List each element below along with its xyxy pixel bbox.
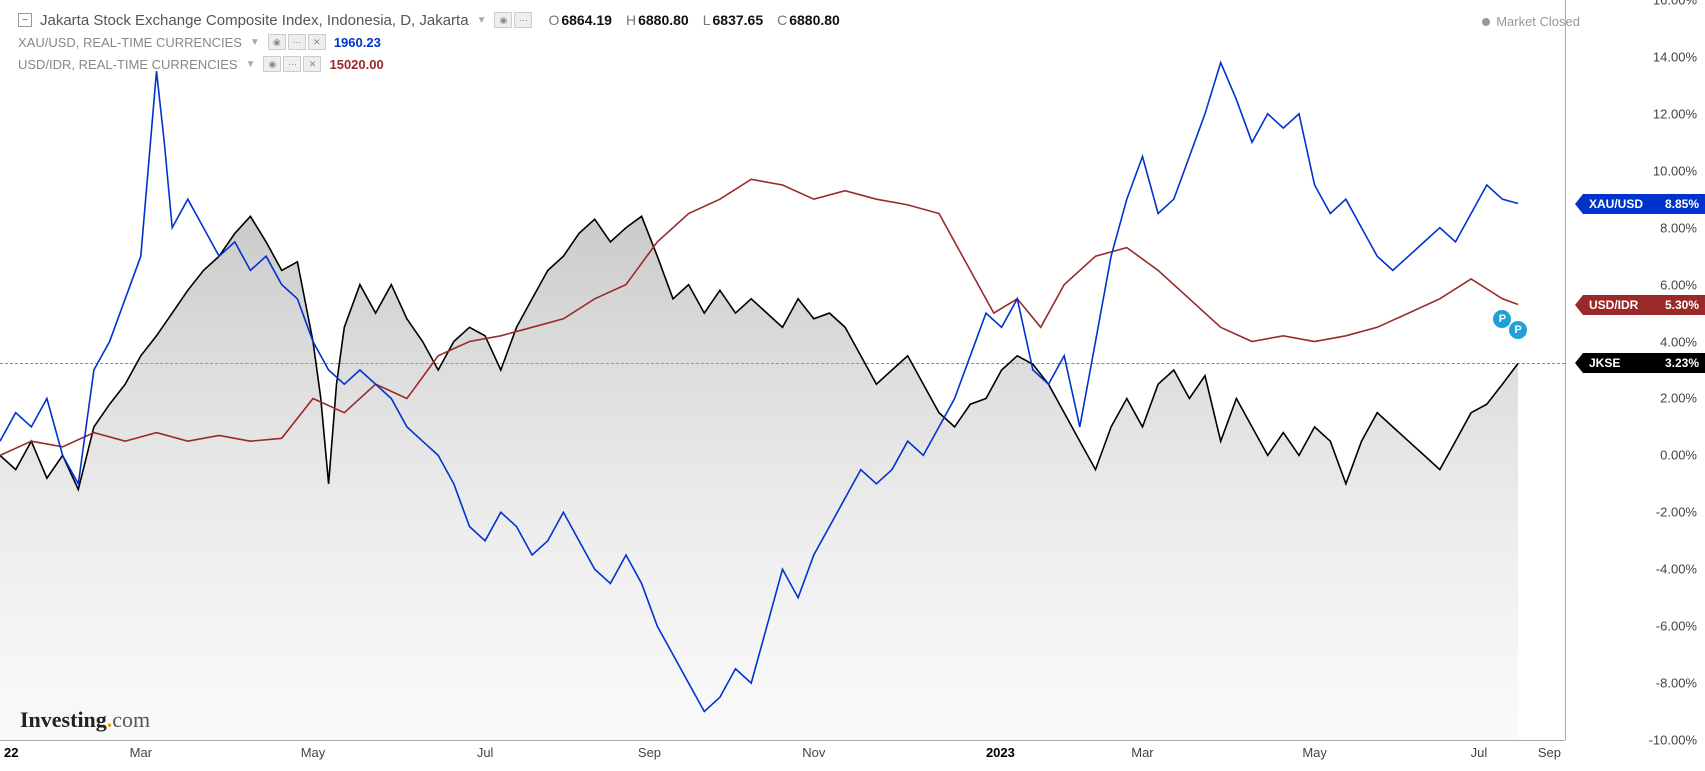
overlay-xau-value: 1960.23 xyxy=(334,35,381,50)
y-tick-label: 8.00% xyxy=(1660,220,1697,235)
y-tick-label: -4.00% xyxy=(1656,562,1697,577)
eye-icon[interactable]: ◉ xyxy=(494,12,512,28)
investing-logo: Investing.com xyxy=(20,707,150,733)
chart-title: Jakarta Stock Exchange Composite Index, … xyxy=(40,12,469,29)
y-tick-label: -10.00% xyxy=(1649,733,1697,748)
y-tick-label: -8.00% xyxy=(1656,676,1697,691)
eye-icon[interactable]: ◉ xyxy=(268,34,286,50)
title-mini-buttons: ◉ ⋯ xyxy=(494,12,532,28)
x-tick-label: 22 xyxy=(4,745,18,760)
x-tick-label: May xyxy=(301,745,326,760)
chart-header: − Jakarta Stock Exchange Composite Index… xyxy=(18,8,1505,32)
ohlc-open: 6864.19 xyxy=(561,12,612,28)
chart-container: − Jakarta Stock Exchange Composite Index… xyxy=(0,0,1705,771)
y-tick-label: 16.00% xyxy=(1653,0,1697,8)
p-marker-icon[interactable]: P xyxy=(1509,321,1527,339)
chart-svg xyxy=(0,0,1565,740)
x-tick-label: May xyxy=(1302,745,1327,760)
collapse-icon[interactable]: − xyxy=(18,13,32,27)
x-tick-label: Sep xyxy=(638,745,661,760)
close-icon[interactable]: ✕ xyxy=(308,34,326,50)
price-tag-xau-usd: XAU/USD8.85% xyxy=(1583,194,1705,214)
x-axis[interactable]: 22 Mar May Jul Sep Nov 2023 Mar May Jul Sep xyxy=(0,740,1565,771)
y-tick-label: 4.00% xyxy=(1660,334,1697,349)
settings-icon[interactable]: ⋯ xyxy=(283,56,301,72)
ohlc-close: 6880.80 xyxy=(789,12,840,28)
y-tick-label: 0.00% xyxy=(1660,448,1697,463)
x-tick-label: Jul xyxy=(1471,745,1488,760)
y-axis[interactable]: 16.00% 14.00% 12.00% 10.00% 8.00% 6.00% 4.00% 2… xyxy=(1565,0,1705,740)
status-dot-icon xyxy=(1482,18,1490,26)
overlay-row-xau: XAU/USD, REAL-TIME CURRENCIES ▼ ◉ ⋯ ✕ 19… xyxy=(18,34,381,50)
y-tick-label: 12.00% xyxy=(1653,106,1697,121)
market-status-text: Market Closed xyxy=(1496,14,1580,29)
jkse-area xyxy=(0,216,1518,740)
price-tag-usd-idr: USD/IDR5.30% xyxy=(1583,295,1705,315)
y-tick-label: 14.00% xyxy=(1653,49,1697,64)
ohlc-high: 6880.80 xyxy=(638,12,689,28)
overlay-xau-label: XAU/USD, REAL-TIME CURRENCIES xyxy=(18,35,242,50)
market-status: Market Closed xyxy=(1482,14,1580,29)
p-marker-icon[interactable]: P xyxy=(1493,310,1511,328)
settings-icon[interactable]: ⋯ xyxy=(514,12,532,28)
y-tick-label: -6.00% xyxy=(1656,619,1697,634)
plot-area[interactable]: PP xyxy=(0,0,1565,740)
chevron-down-icon[interactable]: ▼ xyxy=(250,37,260,48)
y-tick-label: 2.00% xyxy=(1660,391,1697,406)
ohlc-readout: O6864.19 H6880.80 L6837.65 C6880.80 xyxy=(548,12,839,28)
x-tick-label: Sep xyxy=(1538,745,1561,760)
overlay-idr-label: USD/IDR, REAL-TIME CURRENCIES xyxy=(18,57,238,72)
x-tick-label: Mar xyxy=(1131,745,1153,760)
x-tick-label: Mar xyxy=(130,745,152,760)
x-tick-label: Nov xyxy=(802,745,825,760)
overlay-idr-value: 15020.00 xyxy=(329,57,383,72)
settings-icon[interactable]: ⋯ xyxy=(288,34,306,50)
overlay-row-idr: USD/IDR, REAL-TIME CURRENCIES ▼ ◉ ⋯ ✕ 15… xyxy=(18,56,384,72)
price-tag-jkse: JKSE3.23% xyxy=(1583,353,1705,373)
y-tick-label: 6.00% xyxy=(1660,277,1697,292)
x-tick-label: Jul xyxy=(477,745,494,760)
chevron-down-icon[interactable]: ▼ xyxy=(246,59,256,70)
y-tick-label: -2.00% xyxy=(1656,505,1697,520)
chevron-down-icon[interactable]: ▼ xyxy=(477,15,487,26)
y-tick-label: 10.00% xyxy=(1653,163,1697,178)
eye-icon[interactable]: ◉ xyxy=(263,56,281,72)
close-icon[interactable]: ✕ xyxy=(303,56,321,72)
ohlc-low: 6837.65 xyxy=(713,12,764,28)
x-tick-label: 2023 xyxy=(986,745,1015,760)
